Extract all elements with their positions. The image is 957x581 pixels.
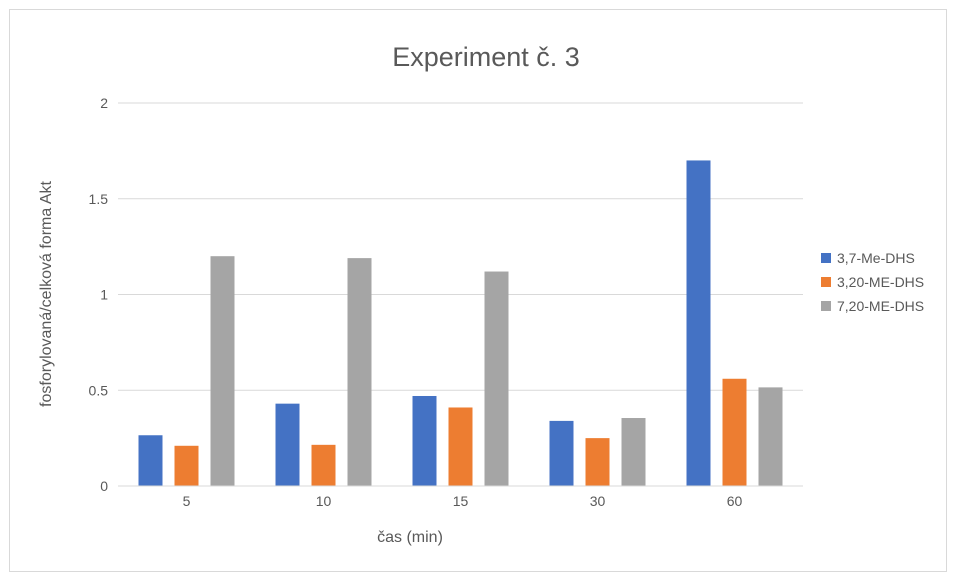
bar: [448, 407, 473, 486]
bar: [210, 256, 235, 486]
legend-swatch: [821, 277, 831, 287]
y-axis-ticks: 0 0.5 1 1.5 2: [89, 95, 109, 494]
bar: [174, 445, 199, 486]
y-tick-label: 2: [100, 95, 108, 111]
y-tick-label: 0.5: [89, 382, 109, 398]
bar: [549, 420, 574, 486]
y-tick-label: 0: [100, 478, 108, 494]
bars: [138, 160, 783, 486]
bar: [347, 258, 372, 486]
bar: [585, 438, 610, 486]
x-tick-label: 60: [727, 493, 743, 509]
x-tick-label: 5: [183, 493, 191, 509]
bar: [138, 435, 163, 486]
y-tick-label: 1: [100, 287, 108, 303]
chart-title: Experiment č. 3: [392, 42, 580, 72]
x-axis-ticks: 5 10 15 30 60: [183, 493, 743, 509]
bar: [722, 378, 747, 486]
legend-label: 3,20-ME-DHS: [837, 274, 924, 290]
legend-swatch: [821, 253, 831, 263]
bar: [311, 444, 336, 486]
bar: [484, 271, 509, 486]
x-tick-label: 10: [316, 493, 332, 509]
bar: [621, 418, 646, 486]
legend-label: 3,7-Me-DHS: [837, 250, 915, 266]
bar: [758, 387, 783, 486]
bar: [686, 160, 711, 486]
x-tick-label: 30: [590, 493, 606, 509]
bar: [275, 403, 300, 486]
legend-label: 7,20-ME-DHS: [837, 298, 924, 314]
x-tick-label: 15: [453, 493, 469, 509]
bar: [412, 395, 437, 486]
legend-swatch: [821, 301, 831, 311]
y-tick-label: 1.5: [89, 191, 109, 207]
legend: 3,7-Me-DHS 3,20-ME-DHS 7,20-ME-DHS: [821, 250, 924, 314]
x-axis-title: čas (min): [377, 529, 443, 546]
y-axis-title: fosforylovaná/celková forma Akt: [38, 181, 55, 407]
